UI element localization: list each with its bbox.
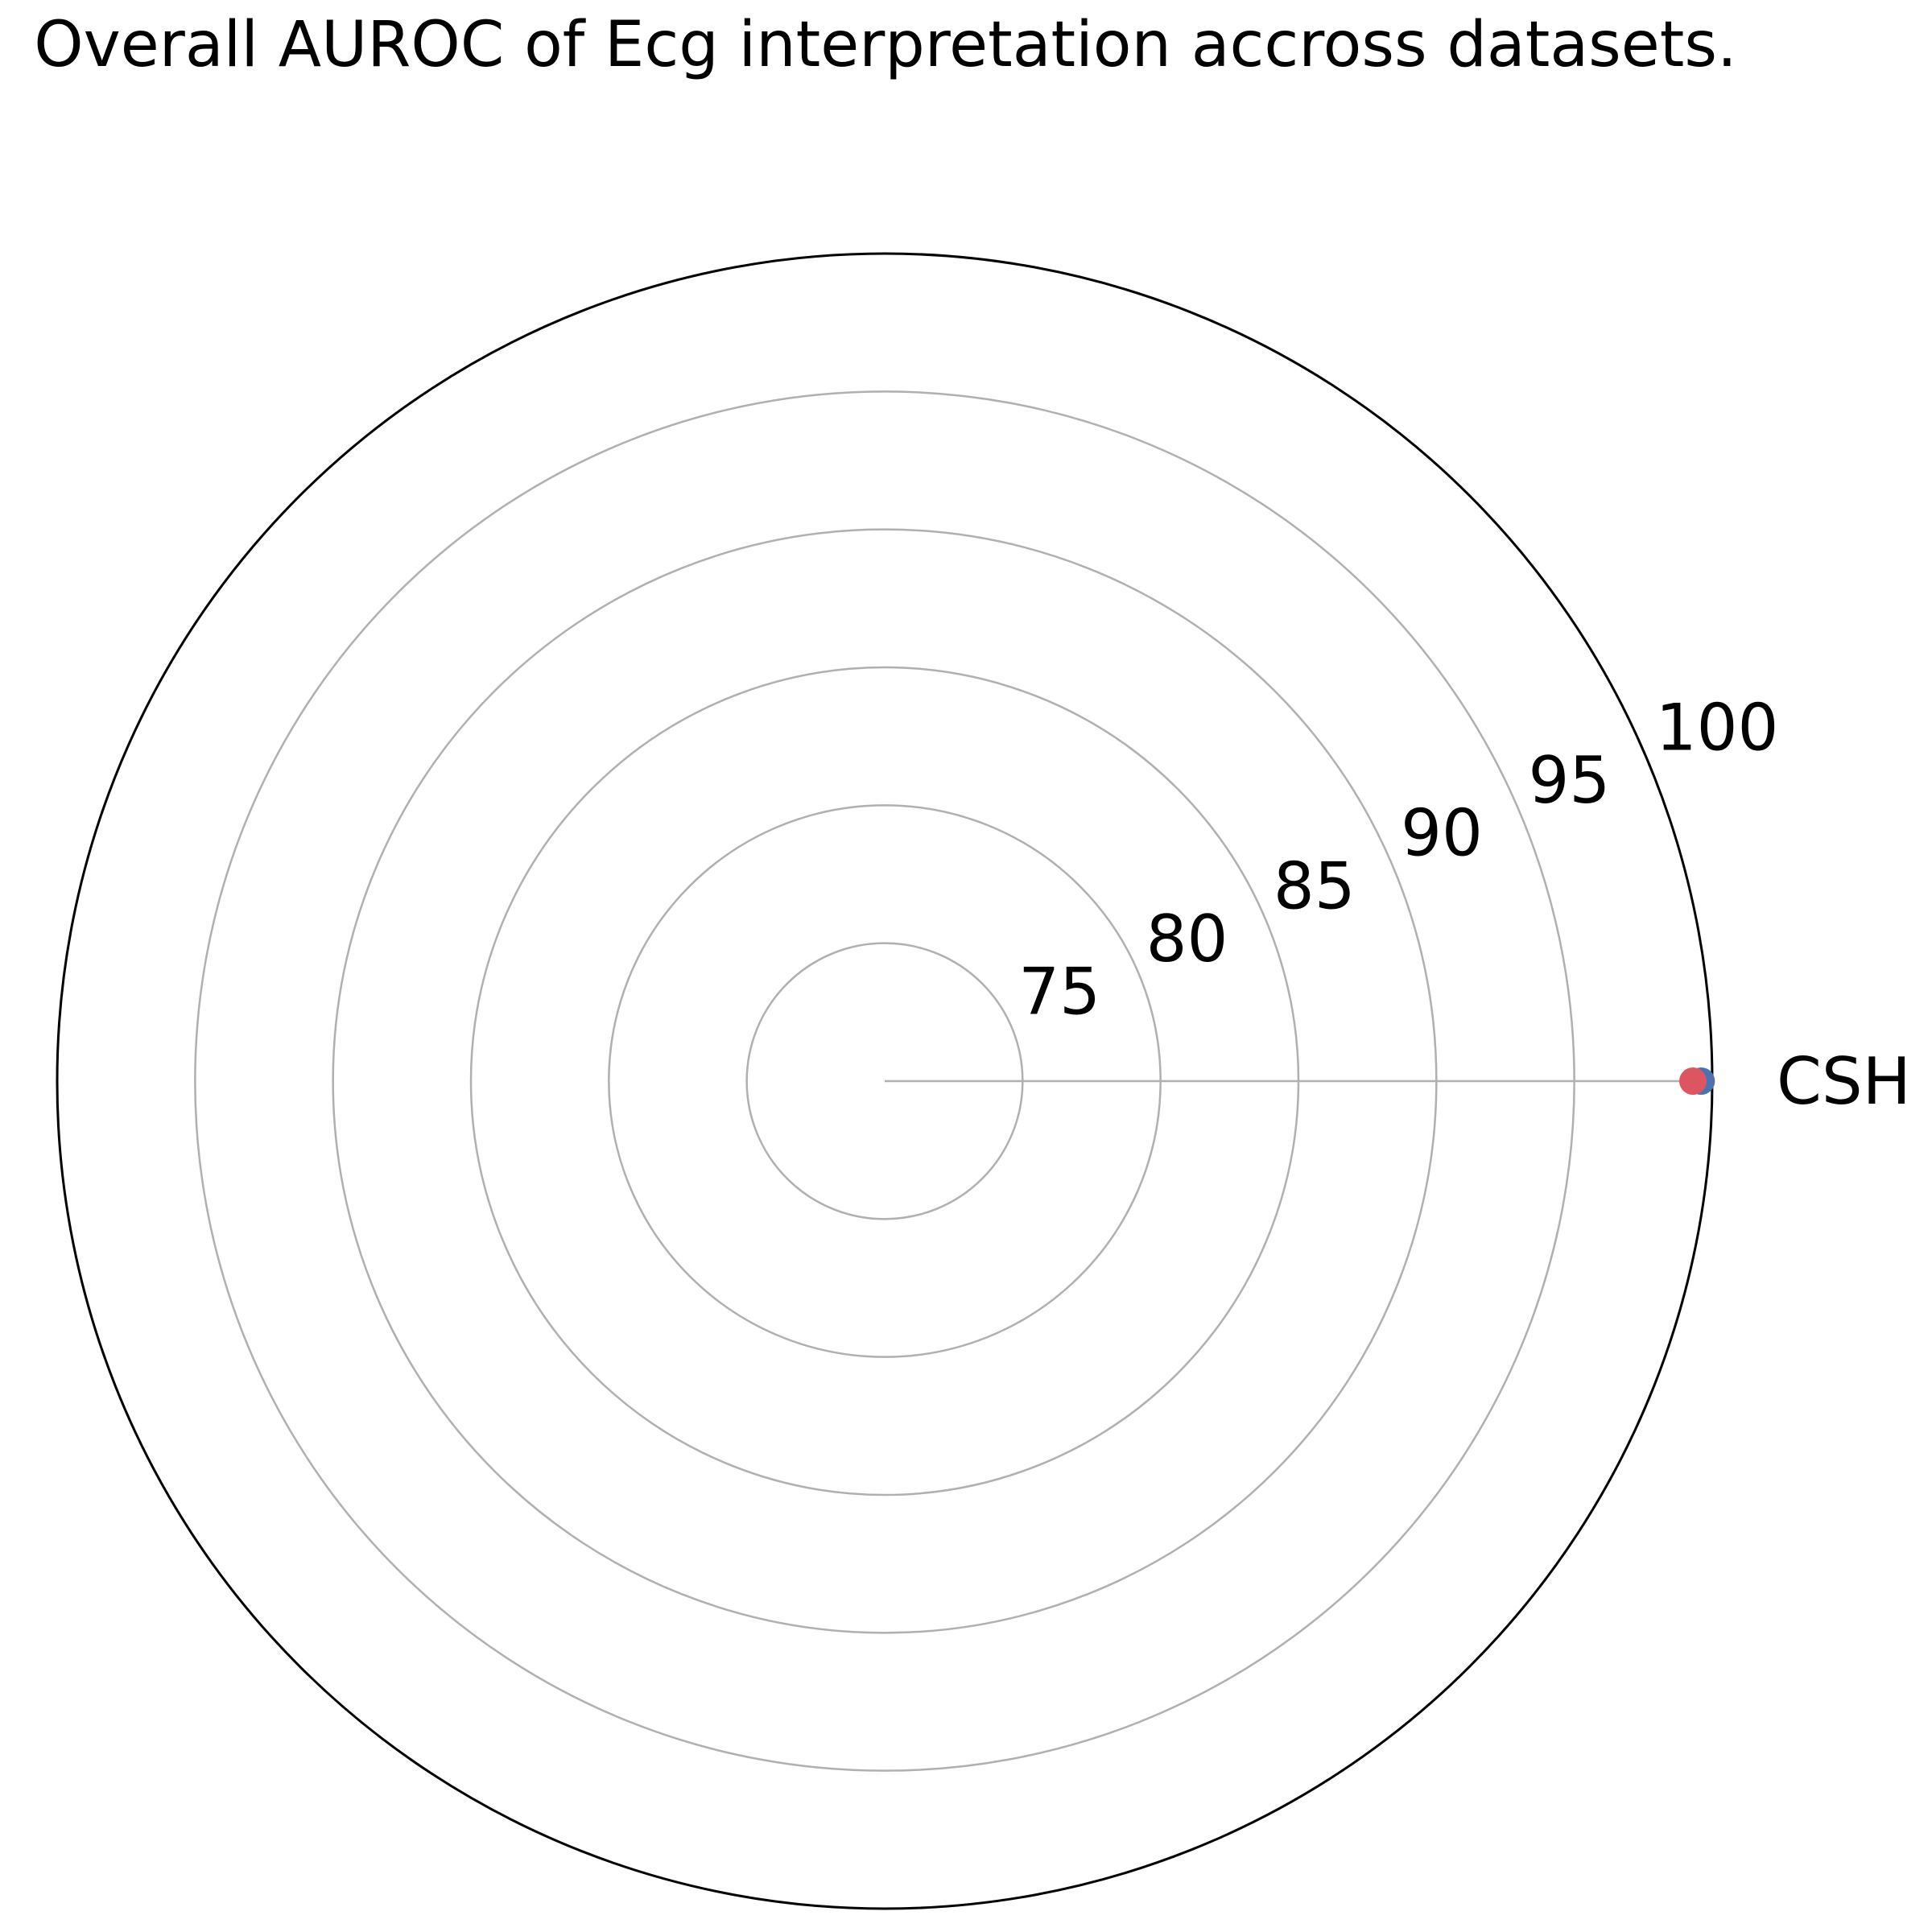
- r-tick-label: 90: [1401, 796, 1483, 871]
- radial-tick-labels: 75 80 85 90 95 100: [1018, 691, 1778, 1030]
- category-label: CSH: [1777, 1044, 1911, 1119]
- r-tick-label: 80: [1146, 902, 1228, 976]
- r-tick-label: 100: [1656, 691, 1779, 766]
- category-labels: CSH: [1777, 1044, 1911, 1119]
- r-tick-label: 75: [1018, 954, 1100, 1029]
- chart-title: Overall AUROC of Ecg interpretation accr…: [34, 9, 1737, 81]
- r-tick-label: 95: [1528, 743, 1610, 818]
- r-tick-label: 85: [1274, 848, 1356, 923]
- series-point: [1679, 1067, 1707, 1095]
- data-series: [1679, 1067, 1715, 1095]
